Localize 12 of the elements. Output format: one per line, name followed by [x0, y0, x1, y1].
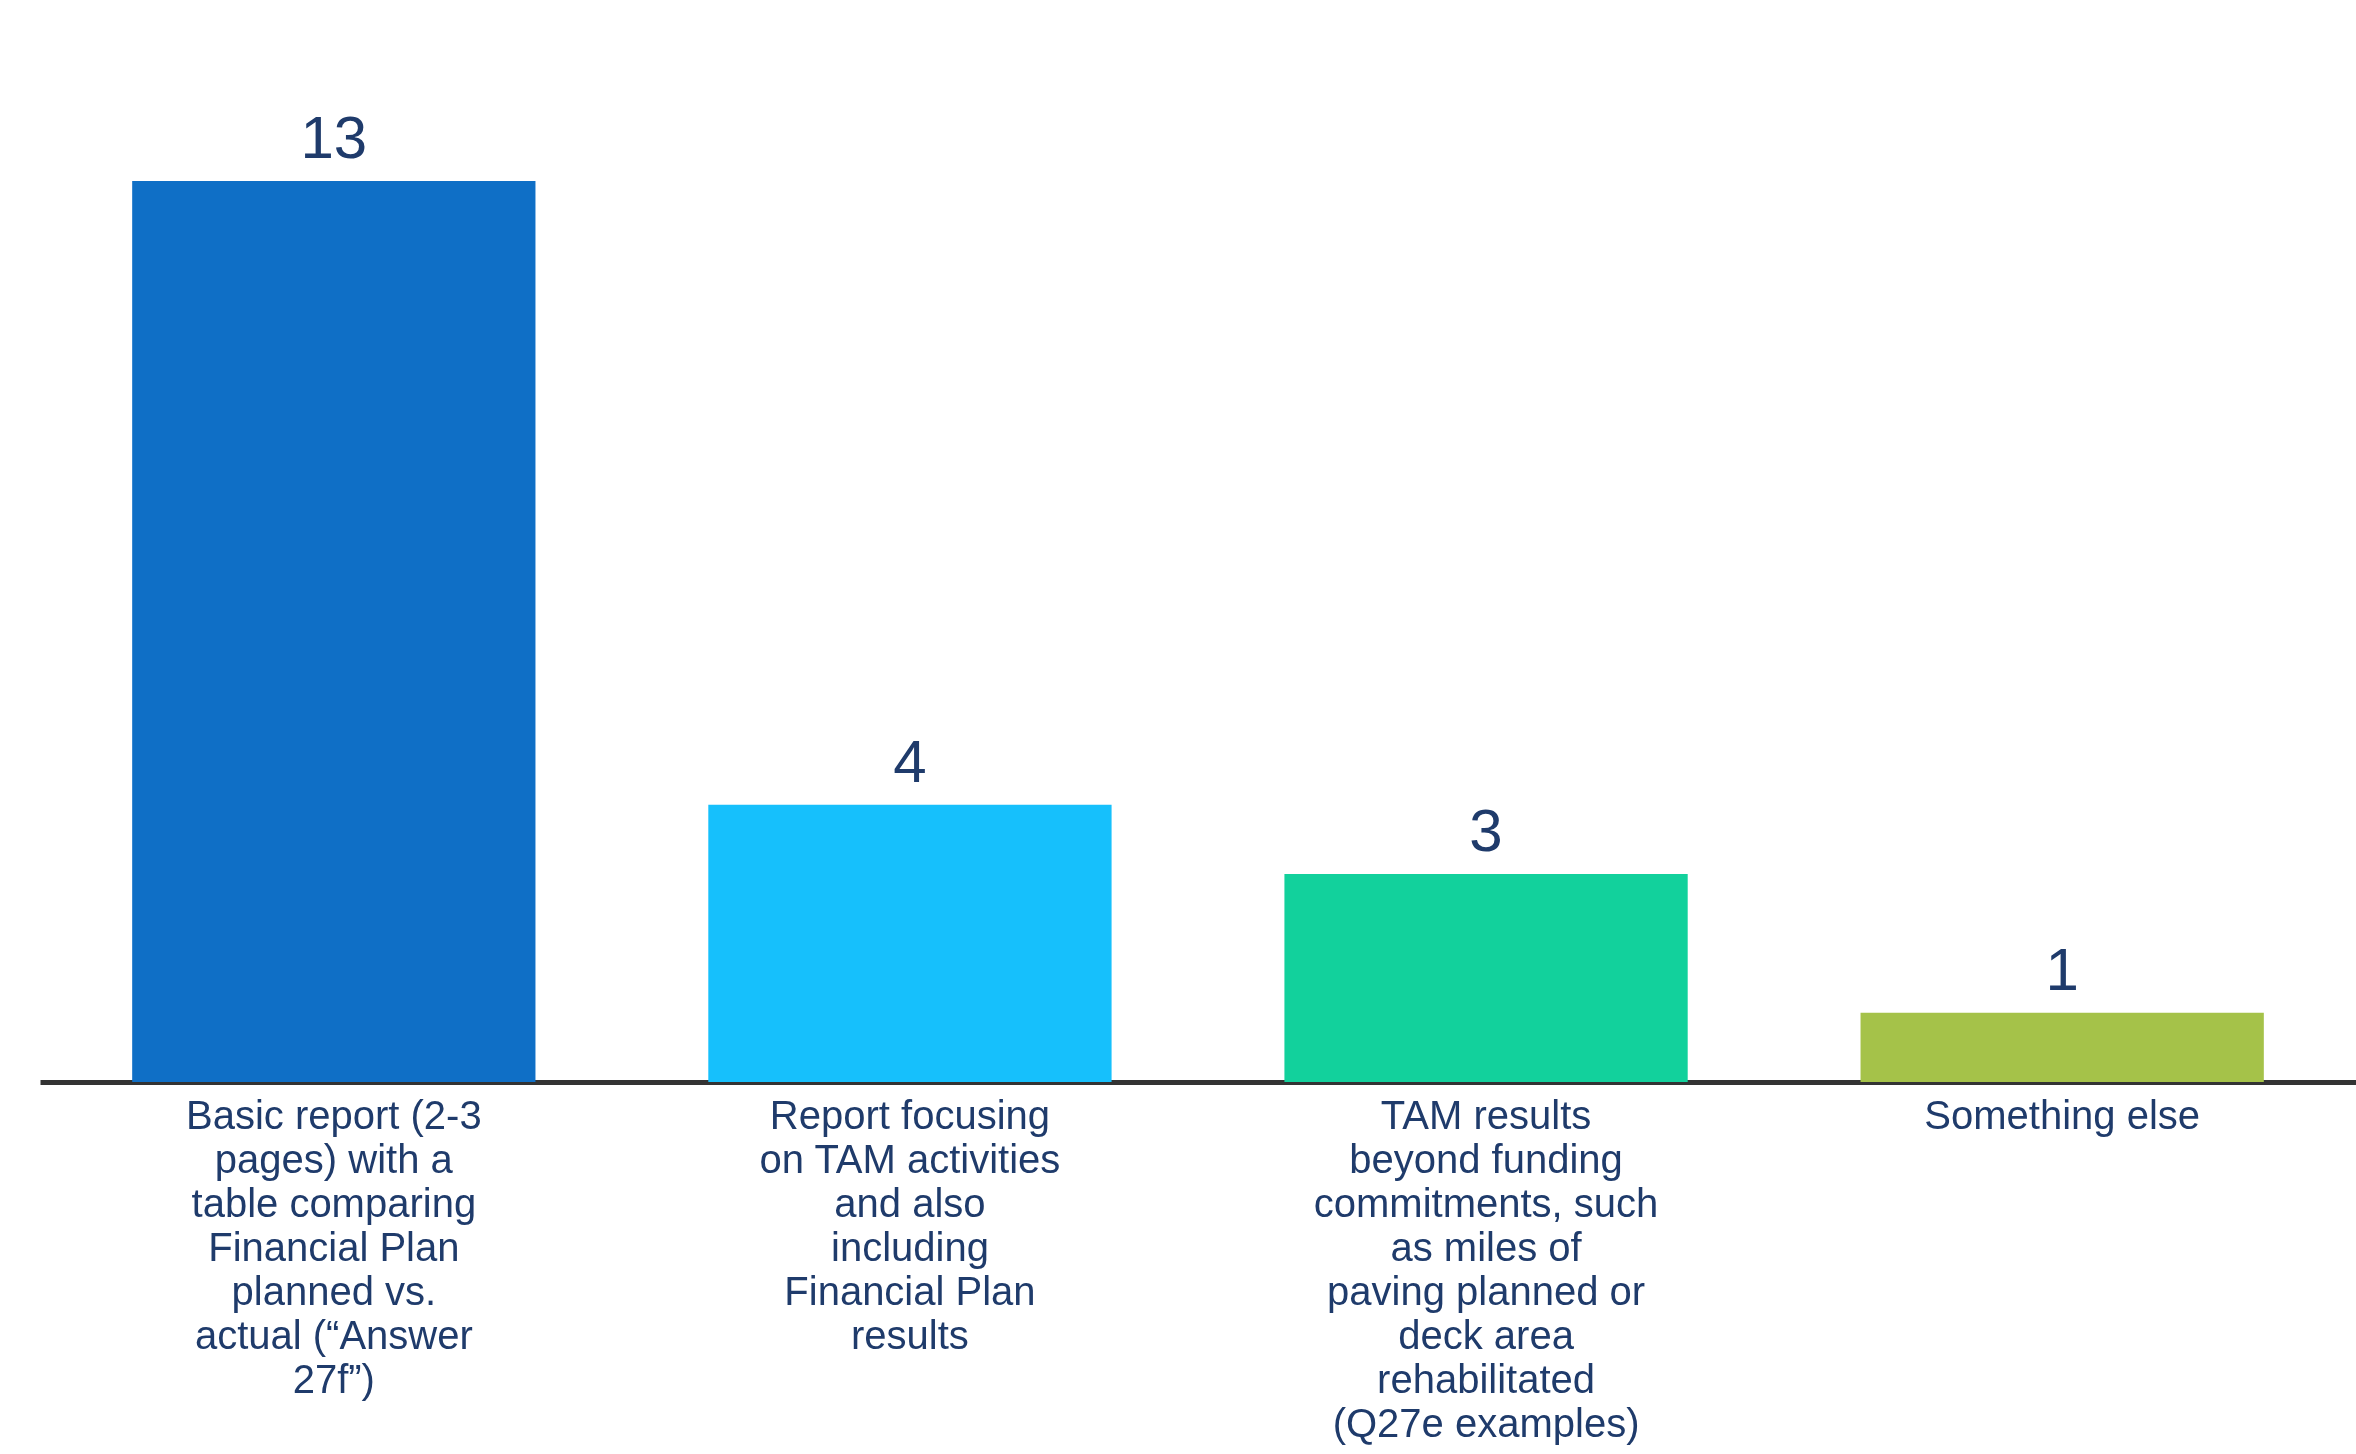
data-label: 4: [893, 727, 927, 795]
bar: [708, 804, 1112, 1082]
bar: [132, 181, 536, 1082]
data-label: 1: [2045, 935, 2079, 1003]
data-label: 13: [300, 104, 368, 171]
x-tick-label: Report focusing on TAM activities and also including Financial Plan results: [759, 1092, 1061, 1357]
x-tick-label: Basic report (2-3 pages) with a table comparing Financial Plan planned vs. actual (“Answer 27f”): [185, 1092, 482, 1401]
bar: [1860, 1012, 2264, 1082]
x-tick-label: Something else: [1924, 1092, 2201, 1137]
data-label: 3: [1469, 797, 1503, 865]
bar: [1284, 874, 1688, 1082]
x-tick-label: TAM results beyond funding commitments, such as miles of paving planned or deck area rehabilitated (Q27e examples): [1313, 1092, 1659, 1445]
